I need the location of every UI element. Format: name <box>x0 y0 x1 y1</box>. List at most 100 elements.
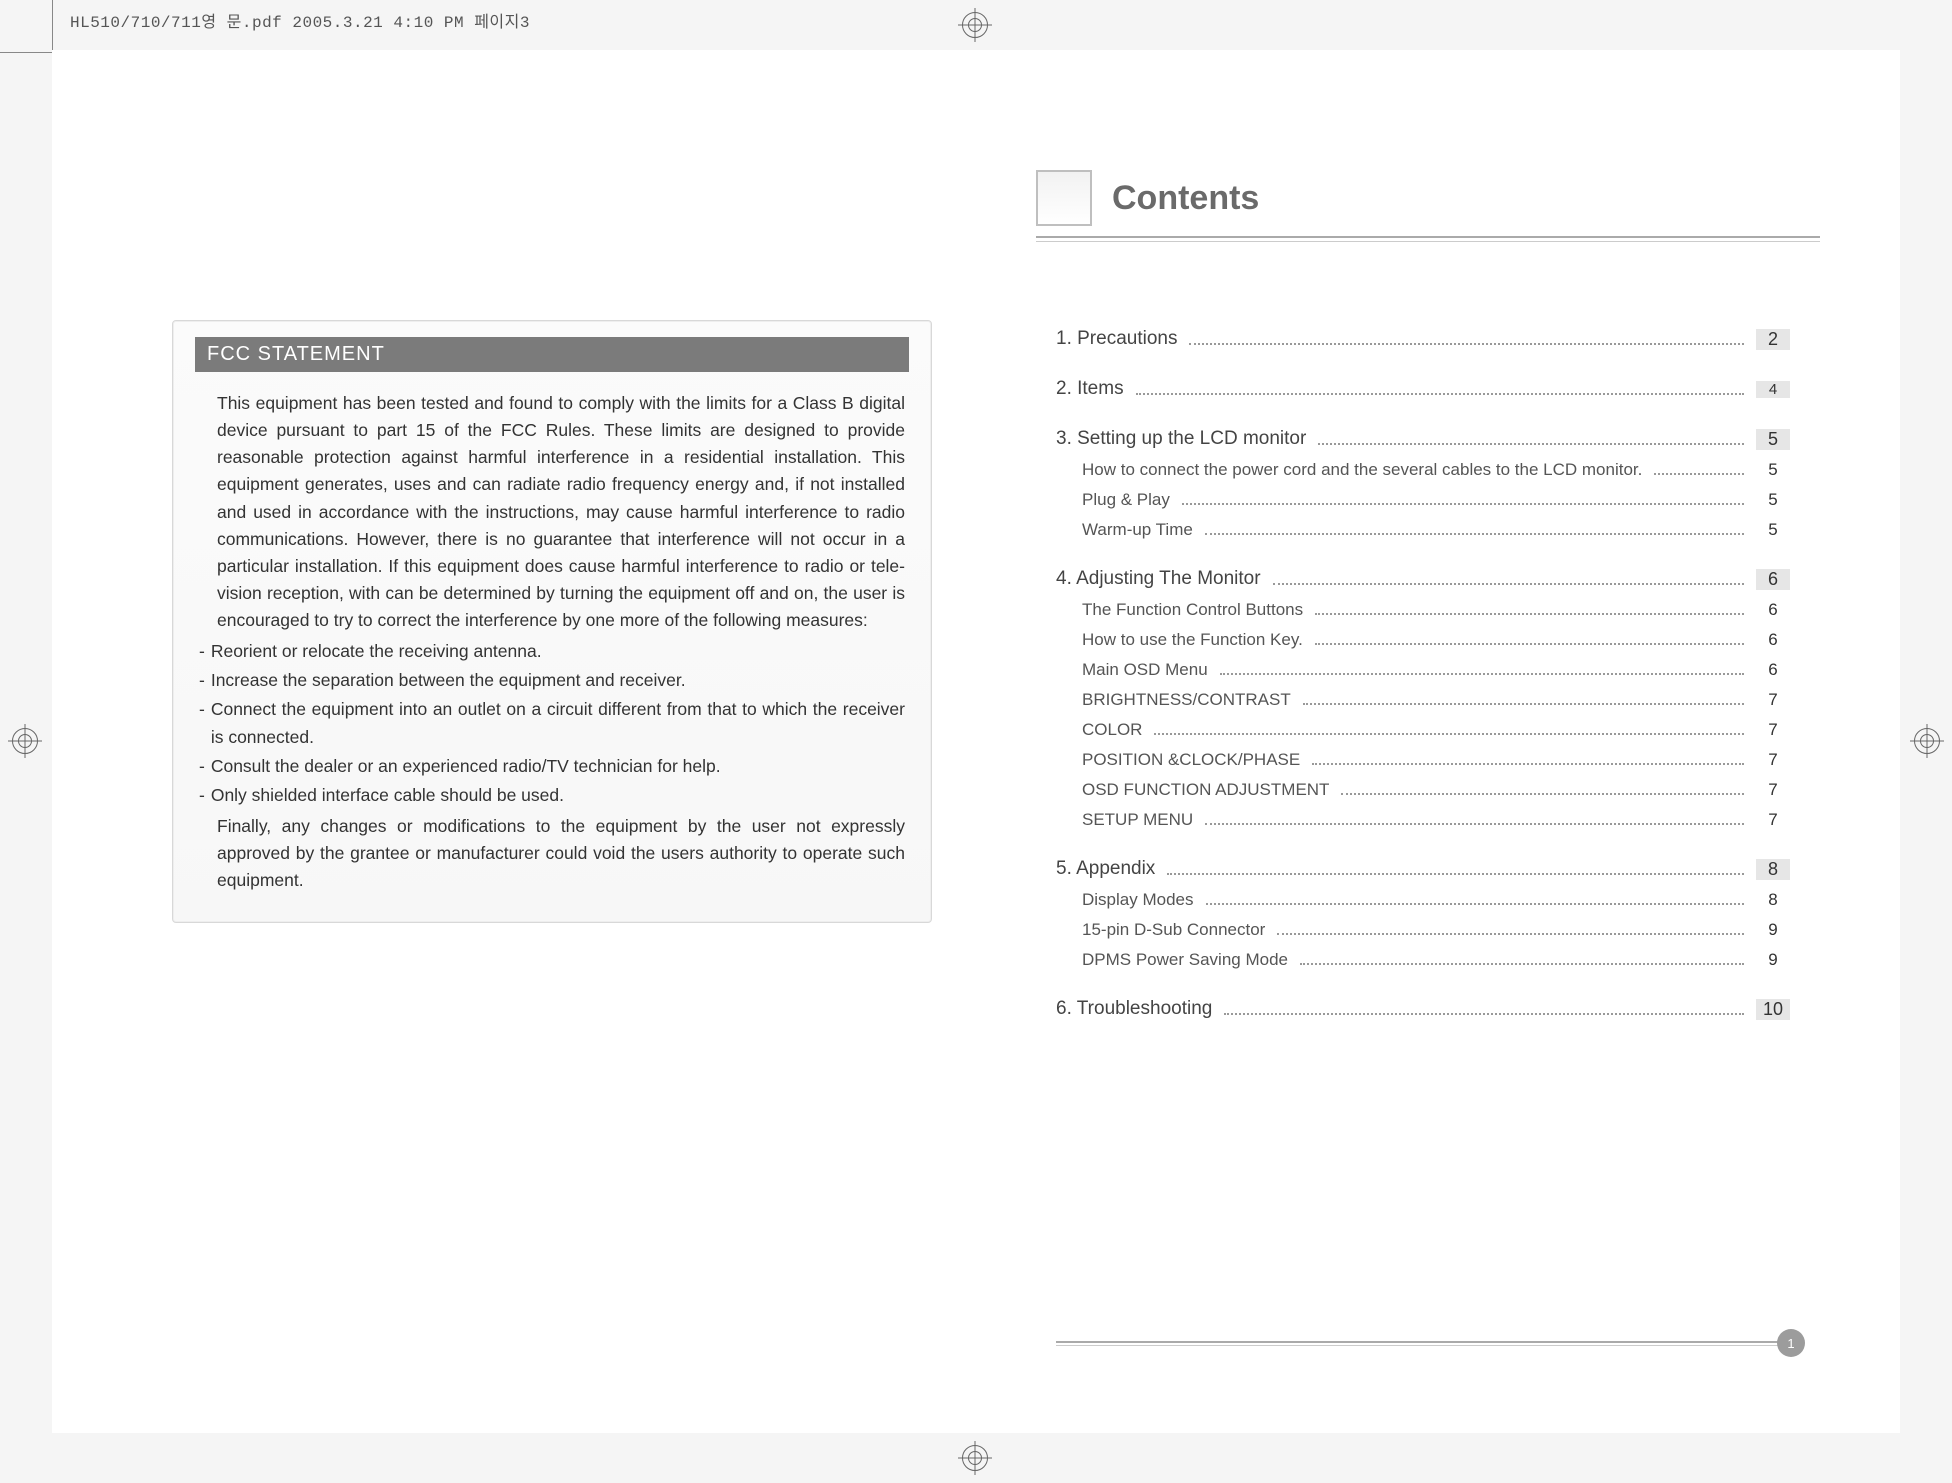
toc-sublabel: OSD FUNCTION ADJUSTMENT <box>1082 780 1329 800</box>
toc-subrow: BRIGHTNESS/CONTRAST 7 <box>1056 690 1790 710</box>
toc-sublabel: Plug & Play <box>1082 490 1170 510</box>
toc-subpage: 6 <box>1756 600 1790 620</box>
table-of-contents: 1. Precautions 2 2. Items 4 3. Setting up th… <box>1056 300 1790 1020</box>
bullet-dash: - <box>199 638 205 665</box>
right-page: Contents 1. Precautions 2 2. Items 4 3. Sett… <box>976 50 1900 1433</box>
toc-dots <box>1318 433 1744 444</box>
toc-subpage: 5 <box>1756 460 1790 480</box>
toc-row: 6. Troubleshooting 10 <box>1056 998 1790 1020</box>
toc-label: 2. Items <box>1056 378 1124 400</box>
toc-sublabel: The Function Control Buttons <box>1082 600 1303 620</box>
registration-mark-icon <box>958 8 992 42</box>
toc-row: 5. Appendix8 <box>1056 858 1790 880</box>
toc-subrow: SETUP MENU7 <box>1056 810 1790 830</box>
toc-dots <box>1154 725 1744 735</box>
toc-subrow: Display Modes 8 <box>1056 890 1790 910</box>
toc-subrow: DPMS Power Saving Mode 9 <box>1056 950 1790 970</box>
toc-subpage: 5 <box>1756 520 1790 540</box>
toc-dots <box>1182 495 1744 505</box>
toc-row: 1. Precautions 2 <box>1056 328 1790 350</box>
toc-subpage: 8 <box>1756 890 1790 910</box>
toc-subrow: Main OSD Menu 6 <box>1056 660 1790 680</box>
toc-dots <box>1205 815 1744 825</box>
toc-dots <box>1136 383 1744 394</box>
fcc-body: This equipment has been tested and found… <box>199 390 905 894</box>
bullet-text: Connect the equipment into an outlet on … <box>211 696 905 750</box>
toc-label: 6. Troubleshooting <box>1056 998 1212 1020</box>
toc-dots <box>1205 525 1744 535</box>
contents-heading: Contents <box>1036 170 1820 238</box>
fcc-bullet: -Consult the dealer or an experienced ra… <box>199 753 905 780</box>
toc-dots <box>1167 863 1744 874</box>
bullet-text: Only shielded interface cable should be … <box>211 782 905 809</box>
toc-label: 4. Adjusting The Monitor <box>1056 568 1261 590</box>
toc-sublabel: BRIGHTNESS/CONTRAST <box>1082 690 1291 710</box>
toc-subpage: 7 <box>1756 780 1790 800</box>
toc-dots <box>1341 785 1744 795</box>
toc-sublabel: 15-pin D-Sub Connector <box>1082 920 1265 940</box>
toc-subpage: 6 <box>1756 630 1790 650</box>
toc-label: 1. Precautions <box>1056 328 1177 350</box>
toc-sublabel: DPMS Power Saving Mode <box>1082 950 1288 970</box>
toc-page: 4 <box>1756 381 1790 398</box>
toc-sublabel: Main OSD Menu <box>1082 660 1208 680</box>
toc-dots <box>1206 895 1745 905</box>
toc-sublabel: POSITION &CLOCK/PHASE <box>1082 750 1300 770</box>
page-number-badge: 1 <box>1777 1329 1805 1357</box>
toc-subpage: 9 <box>1756 920 1790 940</box>
toc-subpage: 7 <box>1756 690 1790 710</box>
toc-section: 1. Precautions 2 <box>1056 328 1790 350</box>
registration-mark-icon <box>8 724 42 758</box>
fcc-bullet: -Only shielded interface cable should be… <box>199 782 905 809</box>
toc-page: 2 <box>1756 329 1790 350</box>
toc-page: 5 <box>1756 429 1790 450</box>
toc-section: 3. Setting up the LCD monitor 5 How to con… <box>1056 428 1790 540</box>
source-filename: HL510/710/711영 문.pdf 2005.3.21 4:10 PM 페… <box>70 8 530 32</box>
bullet-dash: - <box>199 782 205 809</box>
toc-row: 3. Setting up the LCD monitor 5 <box>1056 428 1790 450</box>
toc-dots <box>1220 665 1744 675</box>
toc-page: 6 <box>1756 569 1790 590</box>
toc-subpage: 6 <box>1756 660 1790 680</box>
toc-row: 4. Adjusting The Monitor 6 <box>1056 568 1790 590</box>
bullet-text: Reorient or relocate the receiving anten… <box>211 638 905 665</box>
toc-row: 2. Items 4 <box>1056 378 1790 400</box>
toc-label: 5. Appendix <box>1056 858 1155 880</box>
page-spread: FCC STATEMENT This equipment has been te… <box>52 50 1900 1433</box>
toc-subrow: 15-pin D-Sub Connector 9 <box>1056 920 1790 940</box>
toc-subrow: The Function Control Buttons 6 <box>1056 600 1790 620</box>
toc-sublabel: How to connect the power cord and the se… <box>1082 460 1642 480</box>
toc-page: 10 <box>1756 999 1790 1020</box>
fcc-bullet: -Connect the equipment into an outlet on… <box>199 696 905 750</box>
toc-dots <box>1300 955 1744 965</box>
toc-dots <box>1315 605 1744 615</box>
toc-section: 4. Adjusting The Monitor6The Function Co… <box>1056 568 1790 830</box>
toc-subrow: Warm-up Time5 <box>1056 520 1790 540</box>
crop-mark <box>52 0 53 52</box>
toc-dots <box>1273 573 1744 584</box>
toc-subrow: POSITION &CLOCK/PHASE7 <box>1056 750 1790 770</box>
registration-mark-icon <box>958 1441 992 1475</box>
toc-label: 3. Setting up the LCD monitor <box>1056 428 1306 450</box>
registration-mark-icon <box>1910 724 1944 758</box>
toc-section: 5. Appendix8 Display Modes 8 15-pin D-Sub C… <box>1056 858 1790 970</box>
left-page: FCC STATEMENT This equipment has been te… <box>52 50 976 1433</box>
toc-dots <box>1277 925 1744 935</box>
fcc-title: FCC STATEMENT <box>195 337 909 372</box>
toc-section: 6. Troubleshooting 10 <box>1056 998 1790 1020</box>
toc-dots <box>1224 1003 1744 1014</box>
toc-subpage: 5 <box>1756 490 1790 510</box>
toc-subrow: COLOR7 <box>1056 720 1790 740</box>
toc-subpage: 9 <box>1756 950 1790 970</box>
crop-mark <box>0 52 52 53</box>
toc-dots <box>1189 333 1744 344</box>
toc-dots <box>1315 635 1744 645</box>
bullet-text: Consult the dealer or an experienced rad… <box>211 753 905 780</box>
bullet-dash: - <box>199 753 205 780</box>
fcc-bullet: -Increase the separation between the equ… <box>199 667 905 694</box>
toc-subrow: How to use the Function Key. 6 <box>1056 630 1790 650</box>
bullet-dash: - <box>199 667 205 694</box>
toc-subrow: OSD FUNCTION ADJUSTMENT 7 <box>1056 780 1790 800</box>
toc-sublabel: Display Modes <box>1082 890 1194 910</box>
toc-sublabel: How to use the Function Key. <box>1082 630 1303 650</box>
